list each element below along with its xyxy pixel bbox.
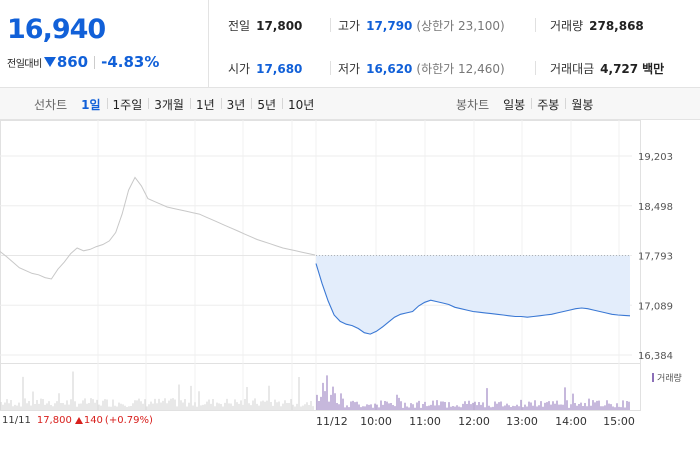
candle-chart-label: 봉차트: [456, 97, 490, 112]
prev-rate: (+0.79%): [104, 415, 153, 426]
x-tick-label: 13:00: [506, 415, 538, 428]
stat-label: 시가: [228, 62, 251, 76]
x-tick-label: 12:00: [458, 415, 490, 428]
stat-label: 저가: [338, 62, 361, 76]
stat-label: 고가: [338, 19, 361, 33]
series-line-today: [315, 263, 631, 335]
volume-legend-swatch: [652, 373, 654, 382]
price-chart: 19,203 18,498 17,793 17,089 16,384 11/12 10:0…: [0, 120, 700, 450]
down-triangle-icon: [43, 57, 56, 67]
stat-volume: 거래량 278,868: [550, 17, 644, 34]
prev-date: 11/11: [2, 415, 31, 426]
chart-svg: 19,203 18,498 17,793 17,089 16,384 11/12 10:0…: [0, 120, 673, 428]
prev-day-info: 11/11 17,800 140 (+0.79%): [2, 415, 153, 426]
stat-high: 고가 17,790 (상한가 23,100): [338, 17, 505, 34]
tab-5year[interactable]: 5년: [251, 96, 282, 113]
stat-prev-close: 전일 17,800: [228, 17, 302, 34]
quote-header: 16,940 전일대비 860 -4.83% 전일 17,800 고가 17,7…: [0, 0, 700, 88]
stat-label: 전일: [228, 19, 251, 33]
line-chart-tabs: 선차트 1일 1주일 3개월 1년 3년 5년 10년: [34, 88, 320, 120]
price-box: 16,940 전일대비 860 -4.83%: [0, 0, 209, 88]
x-tick-label: 15:00: [603, 415, 635, 428]
stat-value: 278,868: [589, 19, 644, 33]
stat-value: 16,620: [366, 62, 413, 76]
stat-value: 17,800: [256, 19, 303, 33]
y-tick-label: 19,203: [638, 152, 673, 163]
series-line-prev-day: [0, 176, 316, 280]
tab-1day[interactable]: 1일: [81, 97, 101, 112]
y-tick-label: 18,498: [638, 202, 673, 213]
change-row: 전일대비 860 -4.83%: [7, 53, 159, 71]
y-tick-label: 16,384: [638, 351, 673, 362]
x-tick-label: 10:00: [360, 415, 392, 428]
stat-open: 시가 17,680: [228, 60, 302, 77]
change-label: 전일대비: [7, 58, 42, 70]
volume-legend: 거래량: [652, 371, 682, 384]
x-tick-label: 11/12: [316, 415, 348, 428]
current-price: 16,940: [7, 14, 106, 45]
upper-limit: (상한가 23,100): [416, 19, 505, 33]
period-bar: 선차트 1일 1주일 3개월 1년 3년 5년 10년 봉차트 일봉 주봉 월봉: [0, 88, 700, 120]
up-triangle-icon: [74, 417, 83, 424]
divider: [330, 61, 331, 75]
divider: [330, 18, 331, 32]
tab-3year[interactable]: 3년: [220, 96, 252, 113]
y-tick-label: 17,793: [638, 252, 673, 263]
tab-10year[interactable]: 10년: [282, 96, 320, 113]
tab-daily-candle[interactable]: 일봉: [503, 97, 526, 112]
divider: [535, 61, 536, 75]
chart-frame: [0, 120, 641, 411]
y-tick-label: 17,089: [638, 301, 673, 312]
stat-amount: 거래대금 4,727 백만: [550, 60, 664, 77]
x-tick-label: 14:00: [555, 415, 587, 428]
tab-3month[interactable]: 3개월: [148, 96, 190, 113]
x-tick-label: 11:00: [409, 415, 441, 428]
lower-limit: (하한가 12,460): [416, 62, 505, 76]
today-area-fill: [316, 255, 630, 335]
tab-monthly-candle[interactable]: 월봉: [565, 96, 599, 113]
stat-value: 17,680: [256, 62, 303, 76]
change-rate: -4.83%: [101, 53, 160, 71]
stat-label: 거래량: [550, 19, 584, 33]
tab-1week[interactable]: 1주일: [106, 96, 149, 113]
tab-weekly-candle[interactable]: 주봉: [531, 96, 565, 113]
volume-legend-label: 거래량: [657, 374, 682, 384]
stat-value: 4,727: [600, 62, 639, 76]
stat-low: 저가 16,620 (하한가 12,460): [338, 60, 505, 77]
prev-change: 140: [83, 415, 103, 426]
candle-chart-tabs: 봉차트 일봉 주봉 월봉: [456, 88, 599, 120]
prev-price: 17,800: [36, 415, 72, 426]
stat-label: 거래대금: [550, 62, 595, 76]
divider: [94, 55, 96, 69]
stat-value: 17,790: [366, 19, 413, 33]
tab-1year[interactable]: 1년: [189, 96, 221, 113]
line-chart-label: 선차트: [34, 97, 68, 112]
change-amount: 860: [56, 53, 89, 71]
stat-unit: 백만: [642, 62, 665, 76]
divider: [535, 18, 536, 32]
